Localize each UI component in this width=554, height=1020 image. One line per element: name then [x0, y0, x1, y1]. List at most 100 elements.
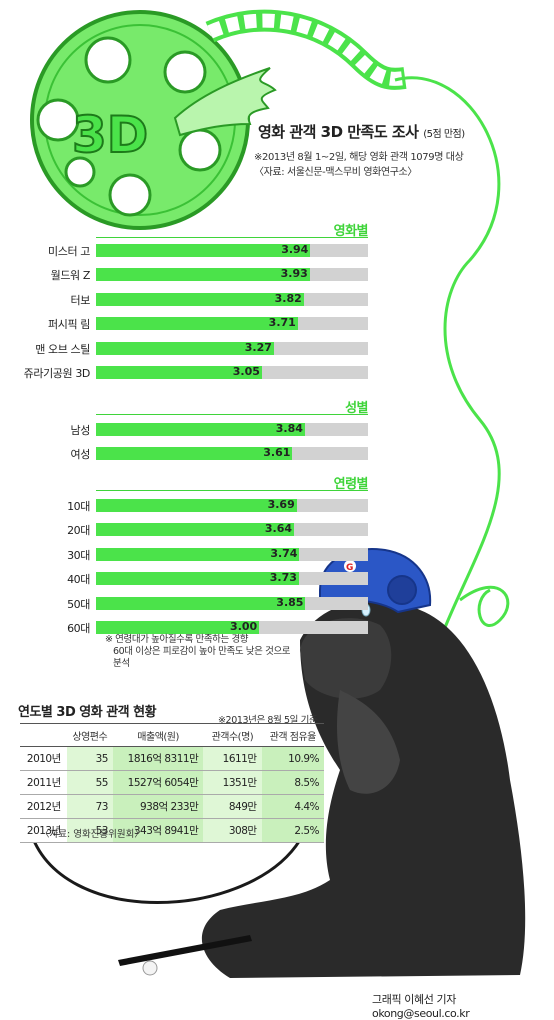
logo-3d: 3D	[72, 106, 148, 164]
bar	[96, 341, 274, 355]
bar-value-label: 3.84	[275, 422, 303, 435]
bar-value-label: 3.64	[264, 522, 293, 536]
category-label: 20대	[67, 524, 90, 538]
bar-value-label: 3.05	[232, 365, 260, 378]
count-cell: 53	[66, 818, 113, 843]
year-cell: 2010년	[20, 746, 67, 771]
table-row: 2012년 73 938억 233만 849만 4.4%	[20, 794, 324, 819]
bar	[96, 572, 299, 586]
footnote-line: ※ 연령대가 높아질수록 만족하는 경향	[105, 634, 249, 645]
category-label: 미스터 고	[48, 245, 90, 258]
bar	[96, 366, 262, 379]
credit: 그래픽 이혜선 기자 okong@seoul.co.kr	[372, 993, 470, 1020]
share-cell: 4.4%	[261, 794, 324, 819]
stats-table: 상영편수 매출액(원) 관객수(명) 관객 점유율 2010년 35 1816억…	[20, 723, 324, 843]
svg-text:G: G	[346, 563, 353, 573]
category-label: 월드워 Z	[50, 269, 91, 283]
table-row: 2013년 53 343억 8941만 308만 2.5%	[20, 818, 324, 843]
bar-value-label: 3.00	[230, 620, 258, 633]
group-divider	[96, 237, 368, 238]
table-row: 2011년 55 1527억 6054만 1351만 8.5%	[20, 770, 324, 795]
share-cell: 8.5%	[261, 770, 324, 795]
bar-value-label: 3.74	[270, 546, 298, 560]
table-note: ※2013년은 8월 5일 기준	[218, 715, 318, 726]
table-header-row: 상영편수 매출액(원) 관객수(명) 관객 점유율	[20, 723, 324, 747]
film-reel-icon	[30, 10, 250, 230]
category-label: 쥬라기공원 3D	[23, 367, 91, 380]
footnote-line: 60대 이상은 피로감이 높아 만족도 낮은 것으로	[113, 646, 291, 657]
year-cell: 2013년	[20, 818, 67, 843]
helmet-icon: G	[319, 548, 432, 614]
bar	[96, 621, 260, 634]
header-cell: 관객수(명)	[203, 723, 262, 747]
table-source: 〈자료: 영화진흥위원회〉	[40, 829, 144, 840]
bar	[96, 317, 298, 331]
group-divider	[96, 490, 368, 491]
header-cell: 관객 점유율	[261, 723, 324, 747]
gorilla-illustration	[201, 600, 526, 978]
bar	[96, 447, 293, 461]
year-cell: 2012년	[20, 794, 67, 819]
bar-value-label: 3.71	[268, 316, 296, 330]
category-label: 남성	[70, 424, 91, 437]
age-footnote: ※ 연령대가 높아질수록 만족하는 경향 60대 이상은 피로감이 높아 만족도…	[105, 634, 305, 670]
share-cell: 10.9%	[261, 746, 324, 771]
group-divider	[96, 414, 368, 415]
source-note: 〈자료: 서울신문-맥스무비 영화연구소〉	[254, 167, 417, 178]
category-label: 맨 오브 스틸	[35, 342, 90, 356]
count-cell: 73	[66, 794, 113, 819]
film-strip-icon	[205, 9, 407, 90]
count-cell: 35	[66, 746, 113, 771]
wing-icon	[173, 67, 277, 137]
table-title: 연도별 3D 영화 관객 현황	[18, 705, 157, 720]
year-cell: 2011년	[20, 770, 67, 795]
category-label: 퍼시픽 림	[48, 318, 90, 332]
wire-loop	[459, 585, 510, 627]
audience-cell: 1351만	[203, 770, 262, 795]
bat-icon	[118, 935, 252, 966]
category-label: 여성	[70, 448, 91, 462]
bar	[96, 547, 300, 561]
header-cell	[20, 723, 67, 747]
chart-title: 영화 관객 3D 만족도 조사 (5점 만점)	[258, 123, 465, 141]
bar-value-label: 3.94	[281, 243, 309, 256]
bar-value-label: 3.93	[280, 267, 308, 281]
audience-cell: 1611만	[203, 746, 262, 771]
bar	[96, 423, 305, 436]
bar	[96, 244, 311, 257]
share-cell: 2.5%	[261, 818, 324, 843]
category-label: 40대	[67, 573, 90, 587]
bar-value-label: 3.73	[269, 571, 297, 585]
bar-value-label: 3.61	[263, 446, 291, 460]
category-label: 30대	[67, 548, 90, 562]
count-cell: 55	[66, 770, 113, 795]
sales-cell: 1816억 8311만	[112, 746, 204, 771]
bar	[96, 523, 295, 537]
category-label: 60대	[67, 622, 90, 635]
group-title: 영화별	[333, 224, 369, 239]
bar	[96, 292, 304, 306]
bar-value-label: 3.85	[276, 595, 304, 609]
sales-cell: 1527억 6054만	[112, 770, 204, 795]
header-cell: 상영편수	[66, 723, 113, 747]
bar	[96, 596, 306, 610]
bar-value-label: 3.82	[274, 291, 302, 305]
bar	[96, 499, 297, 512]
category-label: 50대	[67, 597, 90, 611]
group-title: 성별	[345, 401, 368, 416]
sales-cell: 938억 233만	[112, 794, 204, 819]
category-label: 터보	[70, 293, 91, 307]
audience-cell: 308만	[203, 818, 262, 843]
category-label: 10대	[67, 500, 90, 513]
bar	[96, 268, 310, 282]
survey-note: ※2013년 8월 1~2일, 해당 영화 관객 1079명 대상	[254, 152, 464, 163]
header-cell: 매출액(원)	[112, 723, 204, 747]
group-title: 연령별	[333, 477, 369, 492]
sales-cell: 343억 8941만	[112, 818, 204, 843]
bar-value-label: 3.27	[244, 340, 272, 354]
table-row: 2010년 35 1816억 8311만 1611만 10.9%	[20, 746, 324, 771]
bar-value-label: 3.69	[267, 498, 295, 511]
audience-cell: 849만	[203, 794, 262, 819]
footnote-line: 분석	[113, 658, 130, 669]
